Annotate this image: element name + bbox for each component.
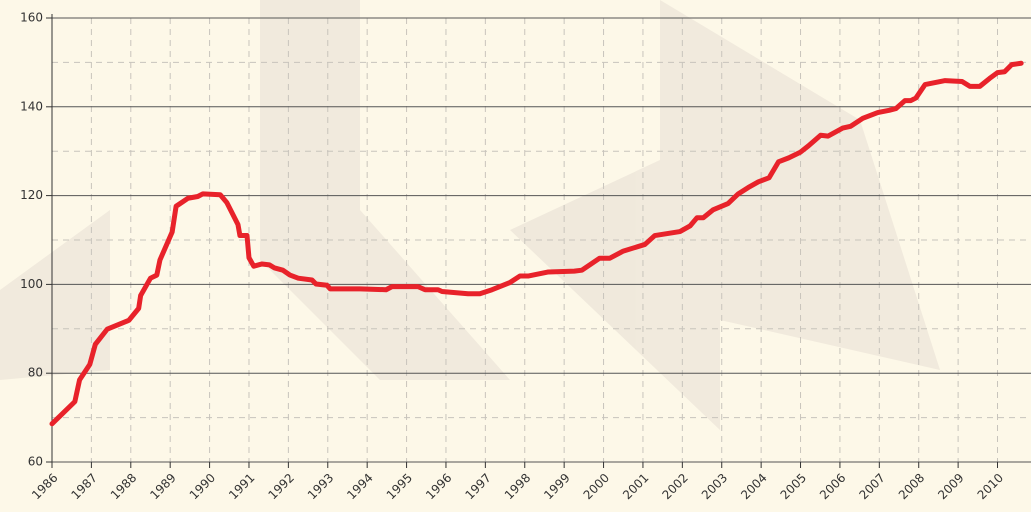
chart: 6080100120140160198619871988198919901991…	[0, 0, 1031, 512]
y-tick-label: 80	[28, 366, 43, 380]
y-tick-label: 100	[20, 277, 43, 291]
y-tick-label: 140	[20, 99, 43, 113]
y-tick-label: 120	[20, 188, 43, 202]
y-tick-label: 160	[20, 11, 43, 25]
y-tick-label: 60	[28, 455, 43, 469]
page: 6080100120140160198619871988198919901991…	[0, 0, 1031, 512]
